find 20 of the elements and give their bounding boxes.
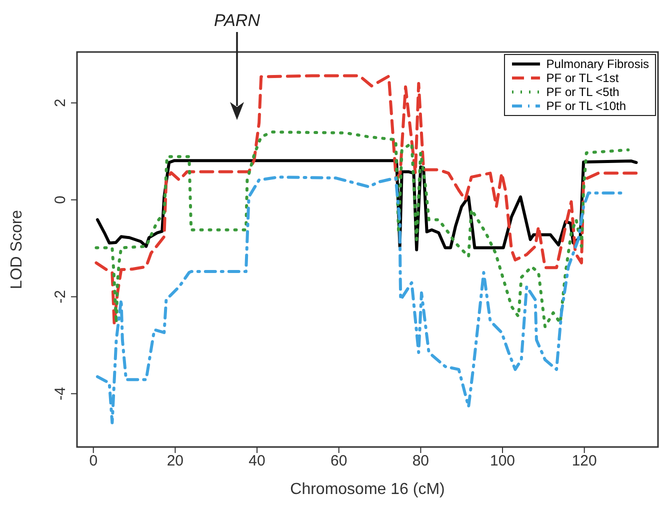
legend-label: Pulmonary Fibrosis bbox=[546, 57, 649, 71]
x-tick-label: 60 bbox=[330, 452, 348, 470]
y-tick-label: 0 bbox=[52, 196, 69, 204]
y-tick-label: 2 bbox=[52, 98, 69, 108]
legend-label: PF or TL <10th bbox=[546, 99, 626, 113]
line-series bbox=[94, 74, 638, 324]
x-axis-title: Chromosome 16 (cM) bbox=[290, 481, 445, 498]
x-tick-label: 40 bbox=[248, 452, 266, 470]
y-axis-title: LOD Score bbox=[8, 210, 26, 290]
line-series bbox=[94, 130, 630, 328]
x-tick-label: 0 bbox=[89, 452, 98, 470]
x-tick-label: 120 bbox=[572, 452, 597, 470]
x-tick-label: 20 bbox=[166, 452, 184, 470]
y-tick-label: -4 bbox=[52, 387, 69, 400]
legend-label: PF or TL <5th bbox=[546, 85, 620, 99]
legend-label: PF or TL <1st bbox=[546, 71, 619, 85]
y-tick-label: -2 bbox=[52, 290, 69, 304]
x-tick-label: 80 bbox=[412, 452, 430, 470]
text: PARN bbox=[214, 11, 261, 30]
x-tick-label: 100 bbox=[490, 452, 516, 470]
